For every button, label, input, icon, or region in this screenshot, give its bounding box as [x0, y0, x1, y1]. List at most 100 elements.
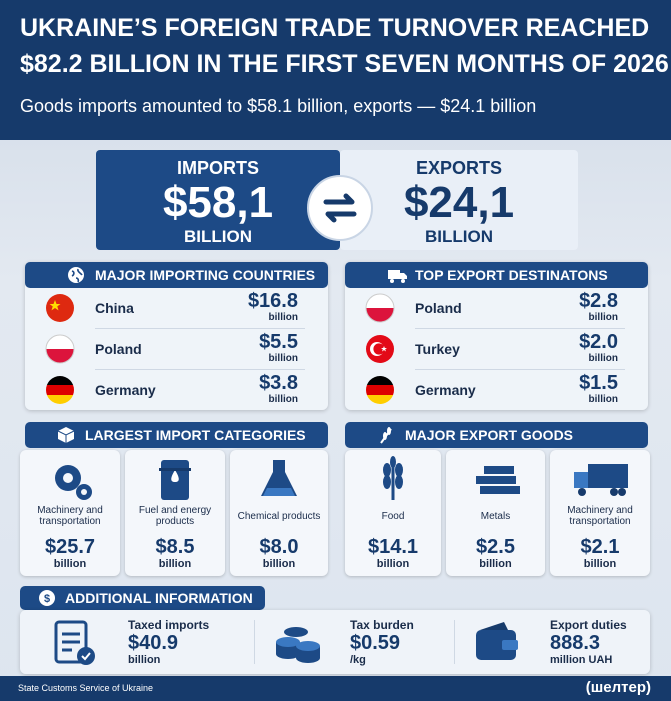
category-card: Metals $2.5 billion: [446, 450, 545, 576]
unit: billion: [268, 312, 298, 323]
additional-panel: Taxed imports $40.9 billion Tax burden $0.59…: [20, 610, 650, 674]
label: Machinery and transportation: [37, 505, 103, 527]
value: $25.7: [44, 536, 96, 558]
value: $2.0: [579, 331, 618, 353]
icon: [366, 376, 394, 404]
icon: [466, 454, 526, 509]
label: Fuel and energy products: [138, 505, 212, 527]
value: $3.8: [259, 372, 298, 394]
subtitle: Goods imports amounted to $58.1 billion,…: [20, 96, 537, 116]
label: Export duties: [550, 618, 627, 632]
icon: [472, 618, 522, 673]
panel-icon: [387, 266, 409, 292]
icon: [476, 622, 518, 660]
icon: [388, 270, 407, 283]
unit: billion: [268, 394, 298, 405]
panel-title: TOP EXPORT DESTINATONS: [415, 267, 608, 283]
value: $8.5: [155, 536, 195, 558]
divider: [95, 328, 305, 329]
label: IMPORTS: [176, 158, 259, 178]
unit: billion: [588, 312, 618, 323]
category-card: Fuel and energy products $8.5 billion: [125, 450, 225, 576]
icon: [272, 618, 322, 673]
unit: billion: [376, 558, 410, 570]
panel-header: MAJOR EXPORT GOODS: [345, 422, 648, 448]
icon: [46, 376, 74, 404]
panel-title: MAJOR EXPORT GOODS: [405, 427, 574, 443]
value: $5.5: [259, 331, 298, 353]
panel-icon: [67, 266, 85, 292]
country: Poland: [95, 341, 142, 357]
svg-text:$: $: [44, 593, 50, 605]
value: $2.1: [580, 536, 620, 558]
icon: [68, 267, 84, 283]
icon: [363, 454, 423, 509]
icon: [475, 466, 520, 494]
divider: [415, 369, 625, 370]
panel-icon: [57, 426, 75, 452]
unit: billion: [479, 558, 512, 570]
flag: [365, 375, 395, 410]
icon: [40, 454, 100, 509]
category-card: Machinery and transportation $2.1 billion: [550, 450, 650, 576]
value: $0.59: [350, 632, 401, 654]
icon: [365, 293, 395, 323]
icon: $: [39, 590, 55, 606]
label: Metals: [480, 510, 511, 522]
unit: billion: [262, 558, 296, 570]
unit: billion: [158, 558, 192, 570]
icon: [55, 465, 92, 500]
icon: [261, 460, 297, 496]
value: $8.0: [259, 536, 299, 558]
country-panel: TOP EXPORT DESTINATONS Poland $2.8 billion T…: [345, 262, 648, 410]
label: Food: [381, 510, 405, 522]
category-card: Food $14.1 billion: [345, 450, 441, 576]
exchange-icon: [307, 175, 373, 241]
unit: BILLION: [425, 227, 493, 246]
icon: [380, 427, 392, 444]
value: $14.1: [367, 536, 419, 558]
panel-title: LARGEST IMPORT CATEGORIES: [85, 427, 306, 443]
divider: [415, 328, 625, 329]
unit: billion: [588, 394, 618, 405]
country: China: [95, 300, 134, 316]
panel-header: LARGEST IMPORT CATEGORIES: [25, 422, 328, 448]
unit: billion: [583, 558, 617, 570]
flag: [45, 375, 75, 410]
label: Chemical products: [237, 510, 321, 522]
divider: [454, 620, 455, 664]
header: UKRAINE’S FOREIGN TRADE TURNOVER REACHED…: [0, 0, 671, 140]
value: $2.8: [579, 290, 618, 312]
icon: [249, 454, 309, 509]
category-card: Chemical products $8.0 billion: [230, 450, 328, 576]
panel-header: ADDITIONAL INFORMATION $: [20, 586, 265, 610]
value: $1.5: [579, 372, 618, 394]
label: Tax burden: [350, 618, 414, 632]
icon: [145, 454, 205, 509]
icon: [159, 460, 191, 500]
title: UKRAINE’S FOREIGN TRADE TURNOVER REACHED: [20, 14, 650, 42]
flag: [45, 293, 75, 328]
icon: [570, 454, 630, 509]
icon: [276, 627, 320, 663]
brand: (шелтер): [585, 679, 651, 696]
country-panel: MAJOR IMPORTING COUNTRIES China $16.8 billi…: [25, 262, 328, 410]
icon: [574, 464, 628, 496]
label: EXPORTS: [415, 158, 503, 178]
title: $82.2 BILLION IN THE FIRST SEVEN MONTHS …: [20, 50, 669, 78]
footer: State Customs Service of Ukraine (шелтер…: [0, 676, 671, 701]
value: $16.8: [247, 290, 298, 312]
icon: [57, 427, 75, 443]
value: 888.3: [550, 632, 601, 654]
flag: [45, 334, 75, 369]
flag: [365, 334, 395, 369]
icon: [54, 620, 95, 665]
panel-header: MAJOR IMPORTING COUNTRIES: [25, 262, 328, 288]
icon: [45, 334, 75, 364]
panel-title: ADDITIONAL INFORMATION: [65, 590, 253, 606]
unit: billion: [588, 353, 618, 364]
exports-total: EXPORTS $24,1 BILLION: [340, 150, 578, 250]
value: $40.9: [128, 632, 179, 654]
icon: [50, 618, 100, 673]
